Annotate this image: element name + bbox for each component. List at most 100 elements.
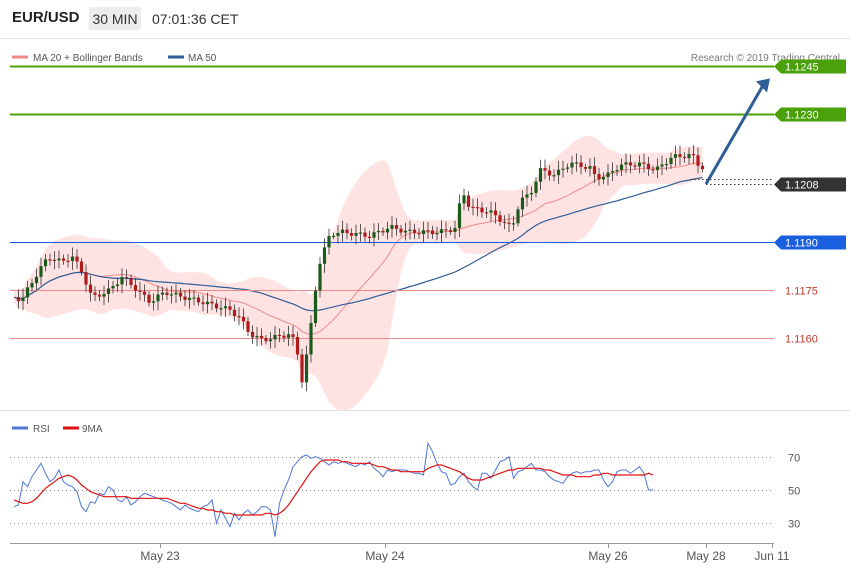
candle-body (466, 195, 471, 207)
candle (30, 278, 34, 292)
candle (385, 221, 390, 240)
candle-body (543, 168, 547, 171)
candle-body (309, 323, 313, 355)
candle (300, 348, 304, 388)
candle (160, 286, 165, 301)
timeframe-selector[interactable]: 30 MIN (89, 7, 141, 30)
copyright-label: Research © 2019 Trading Central (691, 53, 840, 64)
candle-body (327, 235, 331, 248)
candle (246, 316, 250, 337)
candle-body (291, 334, 295, 338)
candle-body (169, 294, 174, 296)
candle-body (295, 337, 300, 355)
candle (183, 290, 187, 307)
candle (439, 220, 444, 242)
candle (534, 177, 538, 198)
candle-body (52, 259, 57, 262)
candle-body (313, 290, 318, 324)
candle (106, 279, 111, 303)
candle (138, 281, 142, 301)
candle (466, 191, 471, 211)
candle (628, 154, 633, 174)
level-label: 1.1175 (785, 286, 818, 298)
candle (165, 287, 169, 300)
candle-body (120, 277, 124, 285)
candle (651, 165, 655, 174)
candle-body (318, 263, 322, 291)
candle-body (687, 154, 691, 159)
candle (354, 224, 358, 245)
rsi-pane: 30 50 70 (10, 441, 800, 537)
candle (471, 198, 475, 216)
level-label: 1.1160 (785, 334, 818, 346)
candle-body (223, 306, 228, 309)
price-levels (10, 65, 774, 339)
candle-body (219, 308, 223, 310)
candle-body (655, 166, 660, 171)
candle-body (70, 256, 75, 261)
symbol-label: EUR/USD (12, 9, 80, 26)
candle (655, 158, 660, 179)
candle-body (61, 258, 66, 261)
candle-body (619, 164, 624, 170)
candle (493, 202, 498, 224)
candle-body (642, 162, 646, 164)
candle-body (579, 162, 583, 168)
candle (142, 284, 147, 302)
candle (84, 264, 88, 293)
level-labels: 1.1245 1.1230 1.1208 1.1190 1.1175 1.1160 (774, 59, 846, 346)
candle (498, 210, 502, 227)
candle (444, 221, 448, 238)
candle (187, 288, 192, 309)
candle (21, 288, 25, 311)
candle (336, 225, 340, 244)
candle-body (142, 291, 147, 295)
candle (120, 268, 124, 294)
candle-body (385, 228, 390, 233)
candle-body (570, 162, 574, 168)
candle-body (39, 266, 43, 277)
candle (565, 163, 570, 173)
candle (228, 300, 232, 316)
candle (408, 220, 412, 240)
candle (259, 328, 264, 346)
candle (376, 223, 381, 241)
candle (210, 294, 214, 311)
candle (642, 153, 646, 173)
candle (646, 156, 651, 177)
candle-body (192, 297, 196, 299)
candle-body (480, 207, 484, 213)
candle (484, 206, 489, 219)
candle-body (435, 233, 439, 235)
candle (516, 206, 520, 227)
projection-arrow (704, 78, 770, 185)
candle (426, 221, 430, 239)
candle (507, 213, 511, 233)
clock-label: 07:01:36 CET (152, 11, 239, 27)
candle (309, 314, 313, 363)
level-value: 1.1175 (785, 286, 818, 298)
candle-body (187, 297, 192, 300)
candle (570, 155, 574, 175)
candle (592, 157, 597, 183)
candle (277, 328, 282, 343)
candle-body (138, 290, 142, 292)
candle-body (457, 203, 462, 229)
candle-body (16, 297, 21, 302)
candle (241, 308, 246, 330)
candle-body (529, 192, 534, 195)
candle-body (597, 174, 601, 180)
candle-body (525, 194, 529, 198)
candle-body (277, 334, 282, 337)
candle-body (601, 176, 606, 180)
candle (192, 289, 196, 306)
candle-body (93, 292, 97, 295)
level-value: 1.1190 (785, 238, 818, 250)
candle-body (565, 167, 570, 169)
candle (633, 161, 637, 170)
candle (313, 286, 318, 328)
candle (489, 201, 493, 222)
candle-body (372, 232, 376, 238)
candle (381, 227, 385, 237)
